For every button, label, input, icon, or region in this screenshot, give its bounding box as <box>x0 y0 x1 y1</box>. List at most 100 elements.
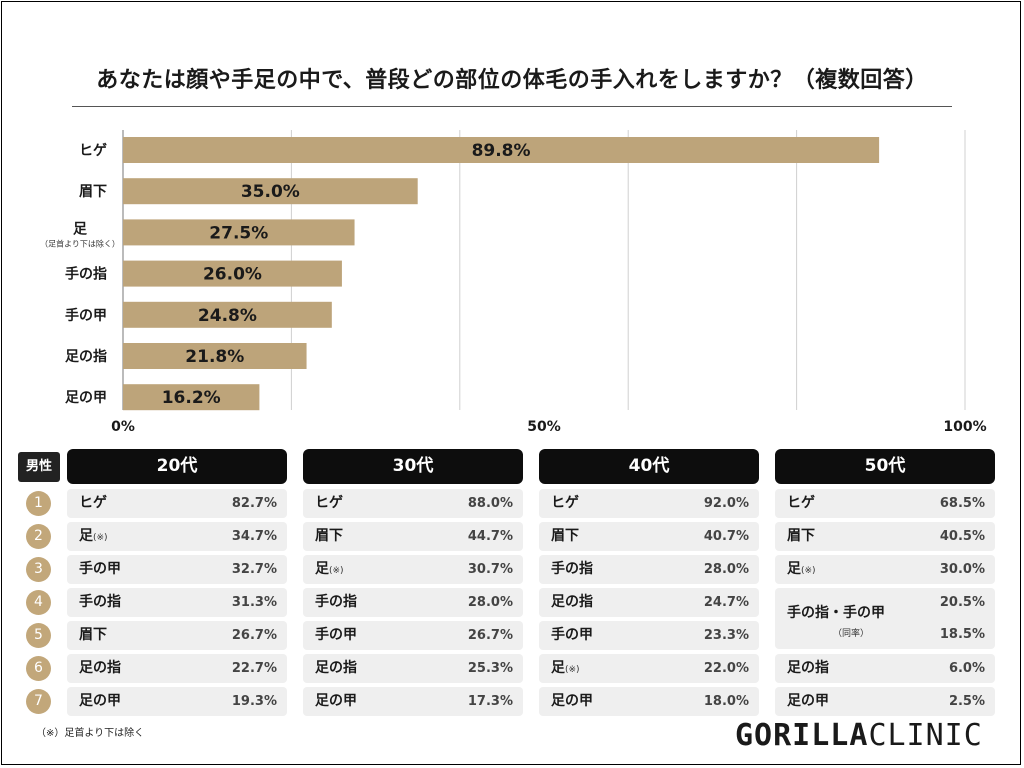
column-header-30s: 30代 <box>303 449 523 484</box>
category-label: ヒゲ <box>79 142 107 159</box>
ranking-cell: 足の甲 19.3% <box>67 687 287 716</box>
bar-value-label: 24.8% <box>198 306 257 326</box>
cell-label: 足の指 <box>79 660 121 676</box>
cell-note: (※) <box>329 566 344 576</box>
category-label: 足の指 <box>65 348 107 365</box>
ranking-cell: 足の指 6.0% <box>775 654 995 683</box>
ranking-cell: 足の指 24.7% <box>539 588 759 617</box>
ranking-cell: 眉下 40.7% <box>539 522 759 551</box>
x-tick-label: 0% <box>111 419 135 435</box>
bar <box>123 178 418 205</box>
chart-title: あなたは顔や手足の中で、普段どの部位の体毛の手入れをしますか？（複数回答） <box>96 68 928 93</box>
rank-badge-7: 7 <box>26 689 51 714</box>
cell-label: 足の甲 <box>79 693 121 709</box>
cell-note: (※) <box>565 665 580 675</box>
cell-value: 17.3% <box>467 694 513 709</box>
bar <box>123 384 260 411</box>
cell-label: ヒゲ <box>787 495 815 511</box>
tie-value-2: 18.5% <box>939 627 985 642</box>
category-label: 手の甲 <box>65 307 107 324</box>
ranking-cell-tie: 手の指・手の甲 （同率） 20.5% 18.5% <box>775 588 995 649</box>
bar <box>123 260 342 287</box>
cell-label: 手の指 <box>315 594 357 610</box>
brand-logo: GORILLACLINIC <box>735 718 983 753</box>
bar-value-label: 16.2% <box>162 388 221 408</box>
bar-value-label: 35.0% <box>241 182 300 202</box>
bar-value-label: 26.0% <box>203 265 262 285</box>
ranking-cell: ヒゲ 82.7% <box>67 489 287 518</box>
cell-value: 22.7% <box>231 661 277 676</box>
ranking-cell: 足(※) 30.0% <box>775 555 995 584</box>
cell-label: 足の甲 <box>315 693 357 709</box>
bar <box>123 219 355 246</box>
rank-badge-3: 3 <box>26 557 51 582</box>
rank-badge-2: 2 <box>26 524 51 549</box>
ranking-cell: 足(※) 34.7% <box>67 522 287 551</box>
cell-label: 手の指 <box>79 594 121 610</box>
ranking-cell: 眉下 40.5% <box>775 522 995 551</box>
category-label: 足 <box>73 221 88 237</box>
cell-value: 30.0% <box>939 562 985 577</box>
ranking-cell: 手の甲 26.7% <box>303 621 523 650</box>
ranking-cell: 手の指 31.3% <box>67 588 287 617</box>
cell-value: 28.0% <box>467 595 513 610</box>
cell-label: 手の指 <box>551 561 593 577</box>
cell-label: ヒゲ <box>315 495 343 511</box>
cell-value: 40.7% <box>703 529 749 544</box>
category-label: 手の指 <box>65 266 107 283</box>
cell-label: 手の甲 <box>315 627 357 643</box>
bar-value-label: 27.5% <box>209 223 268 243</box>
cell-note: (※) <box>93 533 108 543</box>
ranking-cell: 手の甲 23.3% <box>539 621 759 650</box>
rank-badge-1: 1 <box>26 491 51 516</box>
cell-label: 足(※) <box>551 660 580 676</box>
cell-value: 40.5% <box>939 529 985 544</box>
cell-value: 92.0% <box>703 496 749 511</box>
cell-value: 31.3% <box>231 595 277 610</box>
cell-label: 足(※) <box>79 528 108 544</box>
cell-label: 足(※) <box>787 561 816 577</box>
bar-value-label: 21.8% <box>185 347 244 367</box>
x-tick-label: 100% <box>943 419 986 435</box>
cell-value: 82.7% <box>231 496 277 511</box>
ranking-cell: 眉下 26.7% <box>67 621 287 650</box>
cell-label: 眉下 <box>787 528 815 544</box>
cell-value: 28.0% <box>703 562 749 577</box>
bar <box>123 137 880 163</box>
rank-badge-5: 5 <box>26 623 51 648</box>
cell-value: 24.7% <box>703 595 749 610</box>
ranking-cell: 手の甲 32.7% <box>67 555 287 584</box>
cell-value: 44.7% <box>467 529 513 544</box>
cell-label: 足の甲 <box>551 693 593 709</box>
cell-value: 30.7% <box>467 562 513 577</box>
cell-label: 足の指 <box>551 594 593 610</box>
cell-label: 眉下 <box>79 627 107 643</box>
tie-value-1: 20.5% <box>939 595 985 610</box>
ranking-cell: 足の指 22.7% <box>67 654 287 683</box>
cell-value: 68.5% <box>939 496 985 511</box>
cell-label: 足(※) <box>315 561 344 577</box>
rank-badge-4: 4 <box>26 590 51 615</box>
cell-value: 34.7% <box>231 529 277 544</box>
column-header-40s: 40代 <box>539 449 759 484</box>
rank-badge-6: 6 <box>26 656 51 681</box>
ranking-cell: 手の指 28.0% <box>303 588 523 617</box>
column-header-50s: 50代 <box>775 449 995 484</box>
cell-value: 22.0% <box>703 661 749 676</box>
ranking-cell: ヒゲ 68.5% <box>775 489 995 518</box>
cell-label: 足の指 <box>315 660 357 676</box>
tie-note: （同率） <box>833 629 870 639</box>
category-note: （足首より下は除く） <box>40 238 120 248</box>
cell-value: 18.0% <box>703 694 749 709</box>
ranking-cell: ヒゲ 88.0% <box>303 489 523 518</box>
ranking-cell: ヒゲ 92.0% <box>539 489 759 518</box>
ranking-cell: 足の甲 2.5% <box>775 687 995 716</box>
bar-value-label: 89.8% <box>472 141 531 161</box>
category-label: 眉下 <box>79 184 107 200</box>
cell-value: 19.3% <box>231 694 277 709</box>
cell-value: 26.7% <box>467 628 513 643</box>
category-label: 足の甲 <box>65 390 107 406</box>
cell-label: ヒゲ <box>551 495 579 511</box>
cell-value: 26.7% <box>231 628 277 643</box>
cell-label: 手の甲 <box>79 561 121 577</box>
